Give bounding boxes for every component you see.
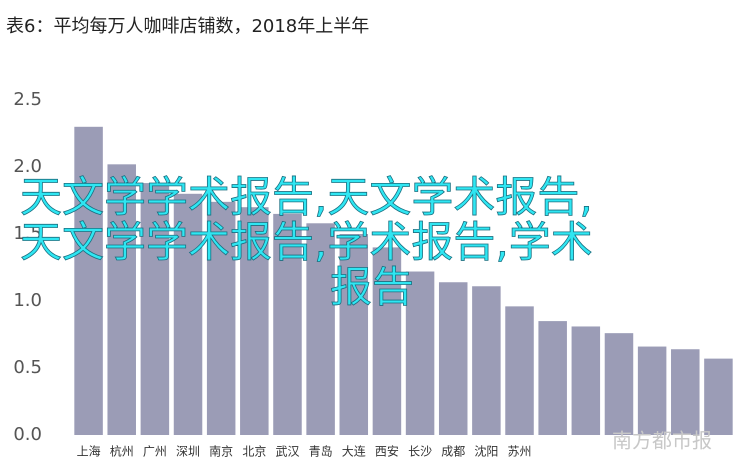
y-tick-label: 2.5 [13, 89, 42, 110]
bar [273, 213, 302, 435]
bar [405, 271, 435, 435]
x-tick-label: 广州 [143, 445, 167, 459]
x-tick-label: 北京 [242, 445, 266, 459]
bar [240, 207, 269, 435]
watermark: 天文学学术报告,学术报告,学术 [20, 218, 593, 267]
bar [206, 201, 236, 435]
bar [538, 321, 567, 435]
bar [372, 247, 402, 435]
x-tick-label: 深圳 [176, 445, 200, 459]
chart-title: 表6：平均每万人咖啡店铺数，2018年上半年 [6, 16, 369, 37]
bar [571, 326, 601, 435]
watermark: 天文学学术报告,天文学术报告, [20, 173, 593, 222]
bar [505, 306, 534, 435]
bar [704, 358, 733, 435]
bar [637, 346, 667, 435]
y-tick-label: 1.5 [13, 223, 42, 244]
bar [107, 164, 136, 435]
bar [671, 349, 700, 435]
x-tick-label: 南京 [209, 444, 233, 459]
x-tick-label: 长沙 [408, 445, 432, 459]
x-tick-label: 上海 [77, 444, 101, 459]
x-tick-label: 苏州 [508, 445, 532, 459]
y-tick-label: 0.5 [13, 357, 42, 378]
bar [140, 183, 170, 435]
x-tick-label: 沈阳 [474, 444, 498, 459]
x-tick-label: 青岛 [309, 444, 333, 459]
bar [339, 234, 369, 435]
x-tick-label: 成都 [441, 445, 465, 459]
watermark: 报告 [330, 263, 414, 312]
x-tick-label: 西安 [375, 444, 399, 459]
bar [74, 126, 103, 436]
bar [472, 286, 501, 435]
bar [604, 333, 634, 435]
x-tick-label: 杭州 [110, 444, 134, 459]
x-tick-label: 武汉 [275, 445, 299, 459]
x-tick-label: 大连 [342, 444, 366, 459]
y-tick-label: 2.0 [13, 156, 42, 177]
y-tick-label: 0.0 [13, 424, 42, 445]
bar [438, 282, 468, 435]
y-tick-label: 1.0 [13, 290, 42, 311]
bar [173, 193, 203, 435]
logo: 南方都市报 [612, 429, 712, 453]
bar [306, 223, 335, 435]
